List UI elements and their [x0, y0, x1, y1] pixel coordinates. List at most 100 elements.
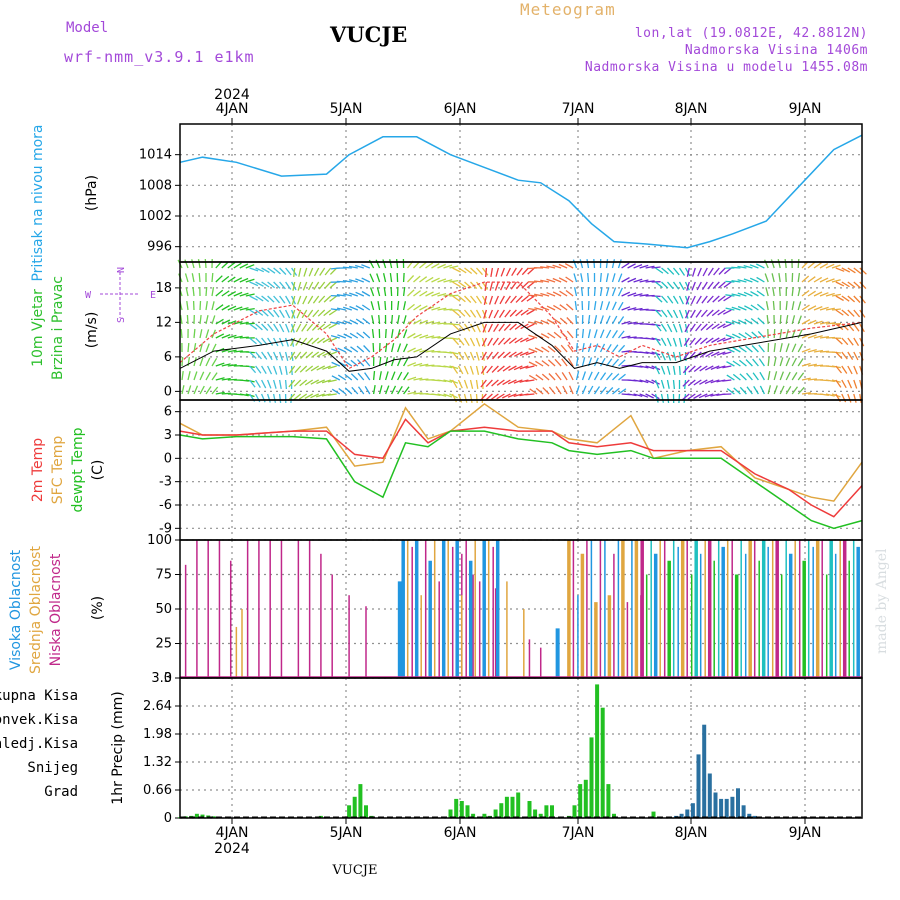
precip-bar: [696, 754, 701, 818]
wind-arrow: [801, 392, 811, 395]
wind-arrow: [372, 342, 375, 353]
wind-arrow: [492, 337, 499, 346]
wind-gust-line: [179, 281, 863, 370]
wind-arrow: [552, 264, 562, 269]
wind-arrow: [337, 347, 347, 353]
bottom-location: VUCJE: [332, 863, 378, 878]
wind-arrow: [249, 351, 257, 359]
wind-arrow: [732, 360, 741, 367]
wind-arrow: [707, 281, 714, 290]
wind-arrow: [542, 387, 550, 395]
wind-arrow: [316, 379, 325, 385]
wind-arrow: [672, 295, 679, 305]
wind-arrow: [403, 372, 409, 381]
wind-arrow: [567, 357, 574, 367]
wind-arrow: [304, 393, 314, 399]
wind-arrow: [425, 364, 435, 367]
wind-arrow: [612, 387, 620, 395]
wind-arrow: [759, 371, 765, 381]
wind-arrow: [502, 365, 511, 372]
wind-arrow: [847, 393, 852, 403]
wind-arrow: [306, 337, 314, 345]
wind-arrow: [431, 321, 441, 325]
wind-arrow: [349, 292, 359, 297]
ylabel-clouds-50: 50: [155, 602, 172, 617]
wind-arrow: [267, 281, 276, 289]
precip-bar: [600, 707, 605, 818]
wind-arrow: [451, 351, 459, 360]
wind-arrow: [639, 379, 649, 384]
wind-arrow: [819, 306, 829, 311]
wind-arrow: [458, 295, 466, 303]
wind-arrow: [449, 279, 459, 283]
wind-arrow: [678, 337, 683, 347]
wind-arrow: [344, 360, 353, 367]
wind-arrow: [215, 391, 225, 395]
ylabel-pressure-1014: 1014: [139, 148, 172, 163]
wind-arrow: [691, 281, 696, 291]
wind-arrow: [621, 291, 631, 297]
wind-arrow: [508, 337, 517, 345]
wind-arrow: [372, 370, 376, 381]
wind-arrow: [731, 320, 741, 325]
wind-arrow: [605, 329, 612, 339]
temp-axis-title-2: dewpt Temp: [70, 427, 86, 512]
wind-arrow: [660, 351, 666, 361]
wind-arrow: [667, 267, 675, 275]
wind-arrow: [737, 292, 747, 297]
precip-bar: [550, 805, 554, 818]
wind-arrow: [357, 372, 365, 381]
wind-arrow: [554, 358, 562, 367]
wind-arrow: [503, 323, 511, 332]
wind-arrow: [743, 264, 753, 269]
compass-s: S: [116, 317, 127, 323]
wind-arrow: [239, 321, 249, 325]
wind-arrow: [723, 295, 732, 302]
wind-arrow: [469, 379, 474, 389]
wind-arrow: [211, 315, 216, 325]
wind-arrow: [204, 258, 207, 269]
temp-line-2: [179, 430, 863, 530]
wind-arrow: [485, 379, 493, 388]
wind-arrow: [211, 343, 217, 353]
wind-arrow: [528, 334, 538, 339]
wind-arrow: [355, 318, 365, 325]
wind-arrow: [801, 319, 811, 325]
wind-arrow: [336, 294, 346, 297]
wind-arrow: [819, 263, 829, 269]
wind-arrow: [633, 379, 643, 383]
wind-arrow: [452, 323, 460, 331]
wind-arrow: [764, 259, 769, 269]
wind-arrow: [272, 393, 277, 403]
wind-arrow: [261, 267, 270, 274]
wind-arrow: [758, 358, 765, 367]
precip-bar: [702, 724, 707, 818]
wind-arrow: [193, 357, 197, 367]
wind-arrow: [725, 320, 735, 325]
wind-arrow: [593, 258, 596, 269]
precip-bar: [747, 813, 752, 818]
wind-arrow: [431, 336, 441, 339]
wind-arrow: [310, 393, 319, 399]
wind-arrow: [469, 295, 477, 304]
wind-arrow: [540, 292, 550, 297]
wind-arrow: [469, 323, 476, 333]
cloud-axis-title-2: Niska Oblacnost: [48, 553, 64, 666]
precip-bar: [685, 809, 690, 818]
wind-arrow: [284, 323, 290, 333]
wind-arrow: [249, 365, 257, 374]
wind-arrow: [312, 309, 320, 318]
wind-arrow: [221, 275, 230, 283]
wind-arrow: [587, 300, 590, 311]
wind-arrow: [684, 281, 690, 291]
wind-arrow: [279, 267, 287, 275]
wind-arrow: [621, 350, 631, 353]
wind-arrow: [239, 277, 249, 283]
wind-arrow: [419, 319, 428, 325]
wind-arrow: [503, 337, 511, 345]
precip-bar: [493, 809, 498, 818]
wind-arrow: [678, 365, 681, 376]
wind-arrow: [731, 266, 741, 269]
wind-arrow: [819, 277, 829, 283]
wind-arrow: [425, 262, 434, 269]
